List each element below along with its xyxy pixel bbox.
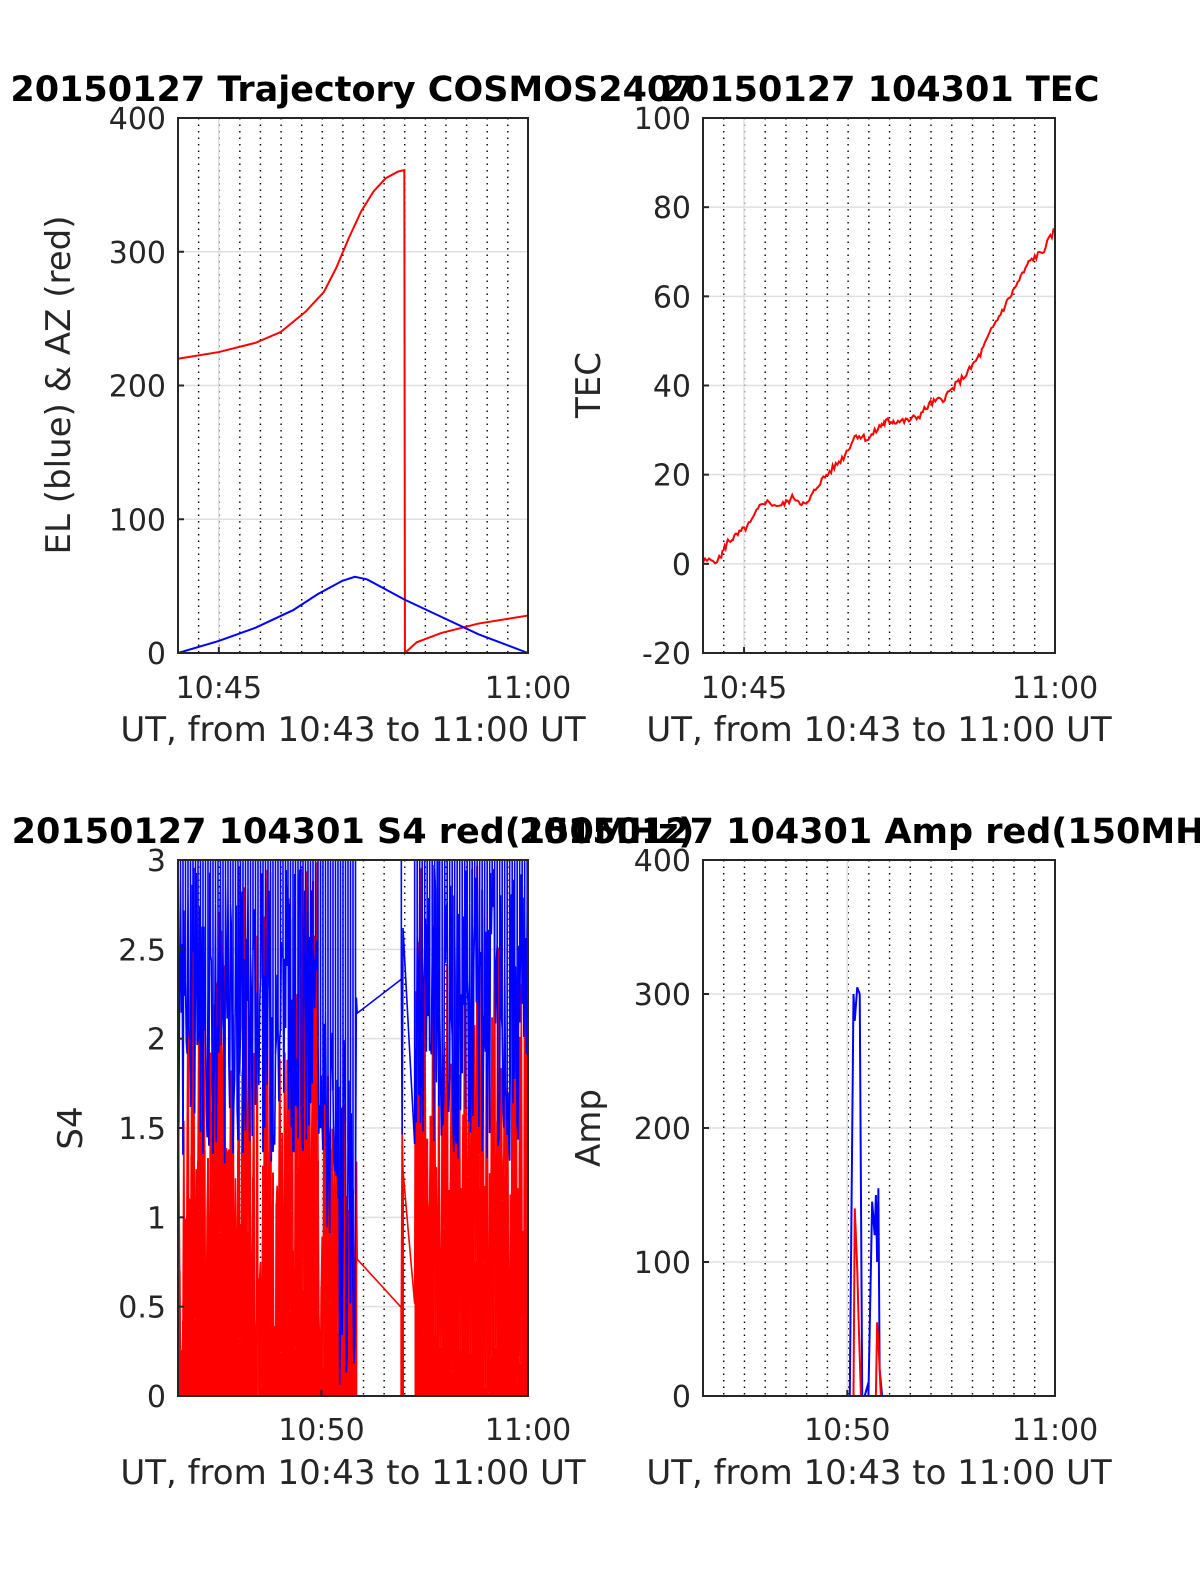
y-tick-label: 1.5 [118,1112,166,1147]
plot-area [177,168,529,656]
x-tick-label: 10:50 [278,1413,364,1448]
y-tick-label: 3 [147,844,166,879]
y-axis-label: EL (blue) & AZ (red) [39,215,79,554]
y-axis-label: S4 [51,1106,91,1149]
series-line-2 [177,575,529,654]
y-tick-label: 1 [147,1201,166,1236]
x-tick-label: 10:45 [701,671,787,706]
series-line-1 [177,168,529,656]
y-tick-label: 200 [634,1112,691,1147]
y-tick-label: 0 [147,1380,166,1415]
x-axis-label: UT, from 10:43 to 11:00 UT [646,1453,1112,1493]
y-tick-label: 100 [634,102,691,137]
plot-area [177,860,529,1396]
x-axis-label: UT, from 10:43 to 11:00 UT [120,1453,586,1493]
y-tick-label: 2 [147,1023,166,1058]
chart-title: 20150127 104301 S4 red(150MHz) [12,812,695,852]
x-tick-label: 11:00 [1012,671,1098,706]
y-axis-label: TEC [569,352,609,419]
plot-area [703,986,1055,1397]
x-tick-label: 11:00 [485,671,571,706]
s4-blue-series [177,861,529,1385]
x-tick-label: 10:50 [804,1413,890,1448]
y-tick-label: 0 [672,1380,691,1415]
y-tick-label: 300 [109,236,166,271]
panel-2: -20 0 20 40 60 80 100 10:45 11:00 UT, from 10:43 … [569,70,1112,750]
y-tick-label: 0 [147,637,166,672]
panel-3: 0 0.5 1 1.5 2 2.5 3 10:50 11:00 UT, from 10:43 to… [12,812,695,1493]
chart-title: 20150127 104301 Amp red(150MHz) [519,812,1200,852]
x-axis-label: UT, from 10:43 to 11:00 UT [646,710,1112,750]
y-tick-label: 100 [634,1246,691,1281]
chart-title: 20150127 104301 TEC [661,70,1100,110]
chart-title: 20150127 Trajectory COSMOS2407 [10,70,695,110]
y-tick-label: -20 [642,637,691,672]
y-tick-label: 80 [653,191,691,226]
y-tick-label: 400 [634,844,691,879]
y-tick-label: 400 [109,102,166,137]
y-tick-label: 20 [653,459,691,494]
y-tick-label: 300 [634,978,691,1013]
plot-area [702,228,1056,565]
series-line-1 [702,228,1056,565]
y-tick-label: 100 [109,503,166,538]
x-tick-label: 11:00 [485,1413,571,1448]
y-axis-label: Amp [569,1089,609,1167]
y-tick-label: 200 [109,370,166,405]
y-tick-label: 60 [653,280,691,315]
y-tick-label: 0.5 [118,1291,166,1326]
y-tick-label: 2.5 [118,933,166,968]
panel-4: 0 100 200 300 400 10:50 11:00 UT, from 10:43 to… [519,812,1200,1493]
series-line-1 [703,986,1055,1397]
x-axis-label: UT, from 10:43 to 11:00 UT [120,710,586,750]
y-tick-label: 0 [672,548,691,583]
x-tick-label: 10:45 [176,671,262,706]
y-tick-label: 40 [653,370,691,405]
x-tick-label: 11:00 [1012,1413,1098,1448]
